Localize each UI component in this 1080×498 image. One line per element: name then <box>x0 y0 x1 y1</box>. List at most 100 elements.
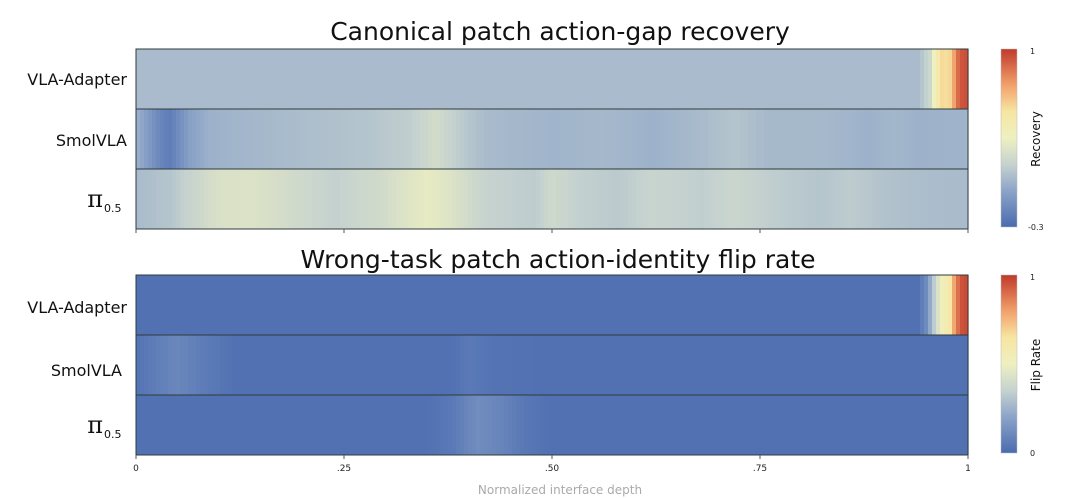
heatmap-cell <box>480 109 485 169</box>
heatmap-cell <box>252 49 257 109</box>
heatmap-cell <box>352 395 357 455</box>
heatmap-cell <box>960 395 965 455</box>
heatmap-cell <box>376 275 381 335</box>
heatmap-cell <box>784 109 789 169</box>
heatmap-cell <box>328 335 333 395</box>
heatmap-cell <box>812 49 817 109</box>
heatmap-cell <box>792 49 797 109</box>
heatmap-cell <box>952 275 957 335</box>
heatmap-cell <box>816 335 821 395</box>
heatmap-cell <box>248 169 253 229</box>
heatmap-cell <box>656 275 661 335</box>
heatmap-cell <box>856 275 861 335</box>
heatmap-cell <box>616 275 621 335</box>
heatmap-cell <box>672 109 677 169</box>
heatmap-cell <box>324 49 329 109</box>
heatmap-cell <box>468 49 473 109</box>
heatmap-cell <box>760 395 765 455</box>
heatmap-cell <box>668 169 673 229</box>
heatmap-cell <box>152 169 157 229</box>
heatmap-cell <box>412 109 417 169</box>
heatmap-cell <box>612 275 617 335</box>
heatmap-cell <box>956 49 961 109</box>
heatmap-cell <box>148 275 153 335</box>
heatmap-cell <box>964 109 969 169</box>
heatmap-cell <box>860 275 865 335</box>
heatmap-cell <box>776 109 781 169</box>
heatmap-cell <box>288 395 293 455</box>
heatmap-cell <box>312 109 317 169</box>
heatmap-cell <box>592 275 597 335</box>
heatmap-cell <box>304 275 309 335</box>
heatmap-cell <box>376 335 381 395</box>
heatmap-cell <box>876 109 881 169</box>
heatmap-cell <box>840 169 845 229</box>
heatmap-cell <box>164 109 169 169</box>
heatmap-cell <box>576 109 581 169</box>
heatmap-cell <box>592 169 597 229</box>
heatmap-cell <box>780 395 785 455</box>
heatmap-cell <box>156 169 161 229</box>
heatmap-cell <box>180 335 185 395</box>
heatmap-cell <box>168 335 173 395</box>
heatmap-cell <box>424 335 429 395</box>
heatmap-cell <box>204 395 209 455</box>
heatmap-cell <box>600 109 605 169</box>
heatmap-cell <box>728 169 733 229</box>
panel2-row-label-pi05: π 0.5 <box>87 411 121 441</box>
heatmap-cell <box>204 275 209 335</box>
heatmap-cell <box>604 335 609 395</box>
heatmap-cell <box>260 275 265 335</box>
heatmap-cell <box>236 169 241 229</box>
heatmap-cell <box>444 109 449 169</box>
heatmap-cell <box>852 169 857 229</box>
heatmap-cell <box>496 395 501 455</box>
heatmap-cell <box>608 169 613 229</box>
heatmap-cell <box>744 395 749 455</box>
heatmap-cell <box>312 49 317 109</box>
heatmap-cell <box>964 49 969 109</box>
heatmap-cell <box>268 275 273 335</box>
heatmap-cell <box>936 395 941 455</box>
heatmap-cell <box>432 395 437 455</box>
heatmap-cell <box>460 109 465 169</box>
heatmap-cell <box>880 395 885 455</box>
heatmap-cell <box>376 109 381 169</box>
heatmap-cell <box>232 335 237 395</box>
heatmap-cell <box>480 49 485 109</box>
heatmap-cell <box>348 335 353 395</box>
heatmap-cell <box>368 169 373 229</box>
heatmap-cell <box>540 169 545 229</box>
heatmap-cell <box>864 335 869 395</box>
heatmap-cell <box>416 49 421 109</box>
panel1-row-label-pi05: π 0.5 <box>87 185 121 215</box>
heatmap-cell <box>764 49 769 109</box>
heatmap-cell <box>908 169 913 229</box>
heatmap-cell <box>480 335 485 395</box>
heatmap-cell <box>876 275 881 335</box>
heatmap-cell <box>832 395 837 455</box>
heatmap-cell <box>400 109 405 169</box>
heatmap-cell <box>900 49 905 109</box>
heatmap-cell <box>644 275 649 335</box>
heatmap-cell <box>896 335 901 395</box>
heatmap-cell <box>196 395 201 455</box>
heatmap-cell <box>256 275 261 335</box>
heatmap-cell <box>428 169 433 229</box>
heatmap-cell <box>180 169 185 229</box>
heatmap-cell <box>676 109 681 169</box>
heatmap-cell <box>580 49 585 109</box>
heatmap-cell <box>628 49 633 109</box>
heatmap-cell <box>284 335 289 395</box>
heatmap-cell <box>512 169 517 229</box>
heatmap-cell <box>480 169 485 229</box>
heatmap-cell <box>604 169 609 229</box>
heatmap-cell <box>940 169 945 229</box>
heatmap-cell <box>500 49 505 109</box>
heatmap-cell <box>372 395 377 455</box>
heatmap-cell <box>228 335 233 395</box>
heatmap-cell <box>476 109 481 169</box>
heatmap-cell <box>796 109 801 169</box>
heatmap-cell <box>644 49 649 109</box>
heatmap-cell <box>276 49 281 109</box>
